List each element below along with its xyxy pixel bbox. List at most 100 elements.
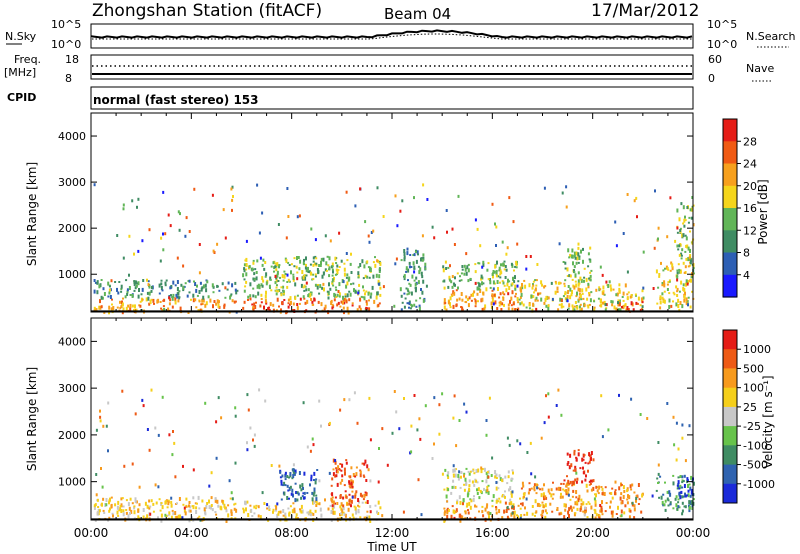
data-cell: [231, 497, 234, 501]
data-cell: [481, 468, 484, 470]
data-cell: [540, 436, 543, 440]
data-cell: [510, 477, 513, 481]
data-cell: [551, 297, 554, 301]
data-cell: [686, 244, 689, 249]
data-cell: [578, 298, 581, 301]
data-cell: [317, 300, 320, 304]
data-cell: [466, 493, 469, 498]
data-cell: [302, 275, 305, 280]
data-cell: [676, 244, 679, 248]
data-cell: [366, 500, 369, 504]
data-cell: [159, 301, 162, 303]
data-cell: [333, 298, 336, 302]
data-cell: [395, 410, 398, 414]
data-cell: [453, 510, 456, 515]
data-cell: [503, 268, 506, 271]
data-cell: [604, 308, 607, 312]
data-cell: [511, 290, 514, 295]
data-cell: [504, 276, 507, 279]
data-cell: [157, 433, 160, 437]
data-cell: [431, 457, 434, 460]
data-cell: [488, 396, 491, 400]
data-cell: [395, 257, 398, 261]
data-cell: [334, 256, 337, 261]
data-cell: [202, 284, 205, 289]
data-cell: [192, 468, 195, 472]
data-cell: [658, 275, 661, 278]
data-cell: [607, 428, 610, 432]
data-cell: [677, 447, 680, 451]
data-cell: [692, 223, 695, 227]
data-cell: [545, 304, 548, 308]
data-cell: [499, 273, 502, 276]
data-cell: [451, 505, 454, 508]
data-cell: [233, 300, 236, 304]
data-cell: [331, 278, 334, 282]
data-cell: [535, 279, 538, 282]
data-cell: [366, 275, 369, 279]
data-cell: [336, 293, 339, 297]
data-cell: [621, 306, 623, 308]
data-cell: [164, 500, 167, 505]
data-cell: [204, 401, 207, 405]
data-cell: [418, 417, 421, 421]
data-cell: [327, 296, 330, 300]
data-cell: [158, 283, 161, 288]
data-cell: [452, 468, 455, 473]
data-cell: [588, 483, 591, 486]
data-cell: [611, 496, 614, 500]
cpid-label: CPID: [7, 91, 36, 104]
data-cell: [247, 513, 250, 517]
data-cell: [328, 471, 331, 475]
data-cell: [563, 282, 566, 285]
data-cell: [199, 308, 202, 311]
data-cell: [162, 305, 165, 308]
data-cell: [403, 292, 406, 295]
data-cell: [274, 275, 277, 278]
data-cell: [559, 487, 562, 491]
data-cell: [129, 294, 132, 296]
data-cell: [368, 299, 370, 302]
data-cell: [666, 497, 669, 501]
data-cell: [280, 286, 283, 289]
data-cell: [312, 256, 315, 260]
data-cell: [495, 486, 498, 491]
data-cell: [510, 493, 513, 498]
data-cell: [125, 509, 128, 511]
data-cell: [473, 495, 475, 498]
data-cell: [95, 493, 98, 497]
data-cell: [245, 280, 248, 284]
data-cell: [573, 449, 576, 452]
data-cell: [463, 488, 466, 492]
data-cell: [466, 502, 469, 507]
data-cell: [174, 297, 177, 302]
data-cell: [511, 511, 514, 515]
data-cell: [676, 276, 679, 279]
data-cell: [128, 286, 131, 290]
data-cell: [350, 271, 353, 274]
data-cell: [535, 510, 538, 514]
data-cell: [474, 300, 477, 305]
data-cell: [687, 265, 690, 268]
data-cell: [110, 496, 113, 499]
data-cell: [102, 497, 105, 501]
data-cell: [99, 305, 102, 310]
data-cell: [315, 263, 318, 267]
data-cell: [118, 281, 121, 283]
ytick-label: 1000: [58, 476, 86, 489]
data-cell: [520, 514, 523, 517]
data-cell: [403, 249, 406, 253]
data-cell: [215, 456, 218, 460]
data-cell: [224, 286, 227, 290]
data-cell: [568, 482, 571, 485]
data-cell: [368, 307, 371, 312]
data-cell: [178, 228, 181, 232]
data-cell: [293, 257, 296, 260]
data-cell: [601, 273, 604, 277]
data-cell: [516, 514, 518, 517]
data-cell: [690, 278, 692, 283]
data-cell: [498, 266, 501, 270]
data-cell: [295, 513, 298, 517]
data-cell: [148, 506, 151, 510]
